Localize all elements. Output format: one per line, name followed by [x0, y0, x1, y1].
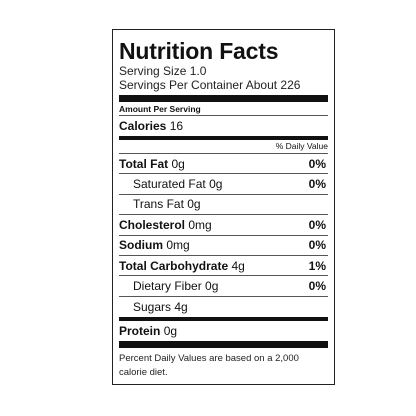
nutrient-amount: 0g	[171, 156, 185, 171]
nutrient-amount: 0g	[205, 279, 219, 294]
protein-label: Protein	[119, 324, 161, 339]
calories-value: 16	[169, 119, 184, 133]
calories-row: Calories 16	[119, 116, 328, 136]
nutrient-amount: 0mg	[166, 238, 190, 253]
nutrient-name: Cholesterol	[119, 217, 186, 232]
nutrient-row-trans-fat: Trans Fat 0g	[119, 195, 328, 216]
nutrient-amount: 0g	[209, 177, 223, 192]
nutrient-pct: 0%	[308, 217, 326, 232]
nutrient-pct: 1%	[308, 258, 326, 273]
nutrient-pct: 0%	[308, 177, 326, 192]
calories-label: Calories	[119, 119, 167, 133]
daily-value-footnote: Percent Daily Values are based on a 2,00…	[119, 353, 299, 379]
nutrient-name: Saturated Fat	[133, 177, 206, 192]
nutrient-name: Dietary Fiber	[133, 279, 202, 294]
nutrient-name: Trans Fat	[133, 197, 184, 212]
nutrient-name: Total Fat	[119, 156, 169, 171]
nutrient-name: Sodium	[119, 238, 163, 253]
nutrient-row-cholesterol: Cholesterol 0mg 0%	[119, 215, 328, 236]
protein-amount: 0g	[163, 324, 178, 339]
nutrient-row-sodium: Sodium 0mg 0%	[119, 236, 328, 256]
nutrient-amount: 4g	[231, 258, 245, 273]
protein-row: Protein 0g	[119, 321, 328, 341]
nutrient-amount: 0g	[187, 197, 201, 212]
medium-divider	[119, 317, 328, 322]
nutrient-row-total-fat: Total Fat 0g 0%	[119, 154, 328, 175]
label-title: Nutrition Facts	[119, 38, 279, 64]
servings-per-container: Servings Per Container About 226	[119, 78, 301, 92]
nutrient-name: Total Carbohydrate	[119, 258, 229, 273]
nutrient-row-saturated-fat: Saturated Fat 0g 0%	[119, 174, 328, 195]
nutrient-pct: 0%	[308, 238, 326, 253]
nutrient-row-total-carbohydrate: Total Carbohydrate 4g 1%	[119, 256, 328, 277]
nutrient-amount: 0mg	[188, 217, 212, 232]
nutrient-pct: 0%	[308, 279, 326, 294]
nutrient-pct: 0%	[308, 156, 326, 171]
nutrient-amount: 4g	[174, 299, 188, 314]
nutrient-name: Sugars	[133, 299, 172, 314]
nutrient-row-dietary-fiber: Dietary Fiber 0g 0%	[119, 276, 328, 297]
nutrient-row-sugars: Sugars 4g	[119, 297, 328, 317]
amount-per-serving: Amount Per Serving	[119, 102, 328, 116]
nutrition-facts-label: Nutrition Facts Serving Size 1.0 Serving…	[112, 29, 335, 385]
serving-size: Serving Size 1.0	[119, 64, 207, 78]
medium-divider	[119, 136, 328, 140]
thick-divider	[119, 95, 328, 102]
thick-divider	[119, 341, 328, 349]
daily-value-header: % Daily Value	[119, 140, 328, 154]
